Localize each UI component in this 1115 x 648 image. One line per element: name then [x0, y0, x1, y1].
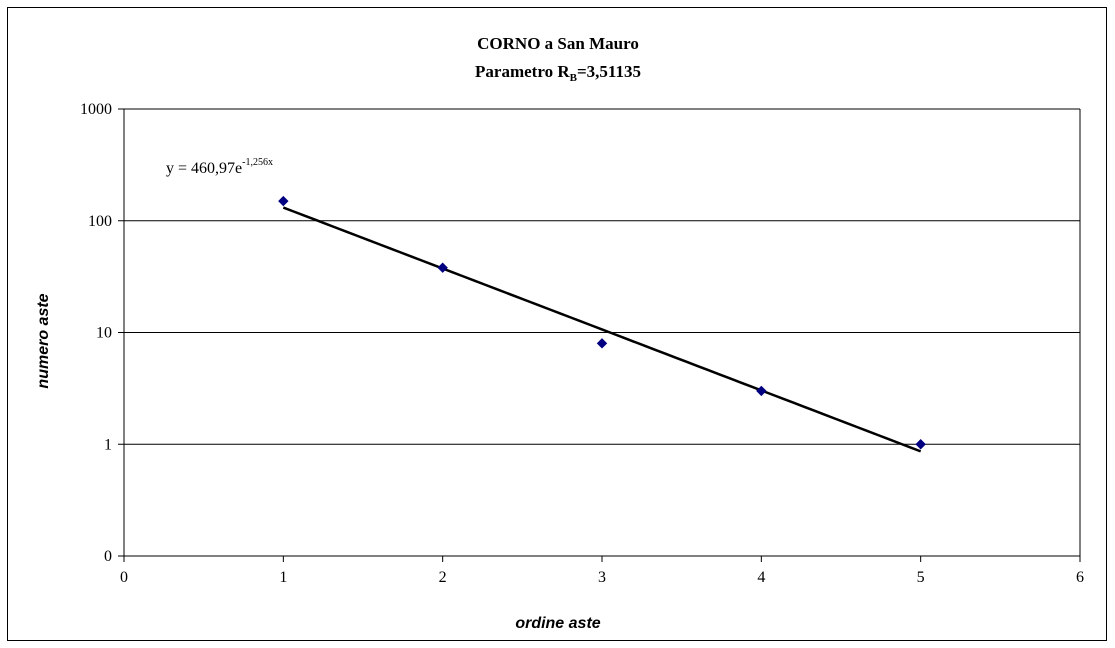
y-tick-label: 1000 [80, 101, 112, 118]
x-tick-label: 0 [120, 569, 128, 586]
y-tick-label: 100 [88, 213, 112, 230]
point-layer [278, 195, 926, 450]
x-tick-label: 5 [917, 569, 925, 586]
chart-title: CORNO a San Mauro [477, 34, 639, 53]
chart-frame: CORNO a San Mauro Parametro RB=3,51135 0… [7, 7, 1107, 641]
x-tick-label: 1 [279, 569, 287, 586]
y-tick-label: 1 [104, 436, 112, 453]
chart-svg: CORNO a San Mauro Parametro RB=3,51135 0… [35, 34, 1084, 632]
x-tick-label: 3 [598, 569, 606, 586]
y-tick-label: 0 [104, 548, 112, 565]
trendline-equation: y = 460,97e-1,256x [166, 157, 273, 177]
x-axis-title: ordine aste [515, 615, 600, 632]
data-point [596, 338, 608, 349]
data-point [278, 195, 289, 207]
data-point [756, 385, 767, 397]
chart-subtitle-prefix: Parametro R [475, 62, 570, 81]
trendline-equation-prefix: y = 460,97e [166, 160, 242, 177]
chart-subtitle-suffix: =3,51135 [577, 62, 641, 81]
chart-subtitle: Parametro RB=3,51135 [475, 62, 641, 84]
x-tick-label: 2 [439, 569, 447, 586]
tick-layer: 0 1 10 100 1000 0 1 2 3 4 5 6 [80, 101, 1084, 586]
trend-layer [282, 206, 922, 453]
trendline-equation-exponent: -1,256x [242, 157, 273, 168]
x-tick-label: 4 [757, 569, 765, 586]
trendline [282, 206, 922, 453]
y-axis-title: numero aste [35, 293, 52, 388]
grid-layer [124, 108, 1081, 556]
y-tick-label: 10 [96, 325, 112, 342]
data-point [915, 439, 926, 450]
x-tick-label: 6 [1076, 569, 1084, 586]
chart-subtitle-subscript: B [570, 72, 578, 84]
data-point [437, 262, 448, 273]
